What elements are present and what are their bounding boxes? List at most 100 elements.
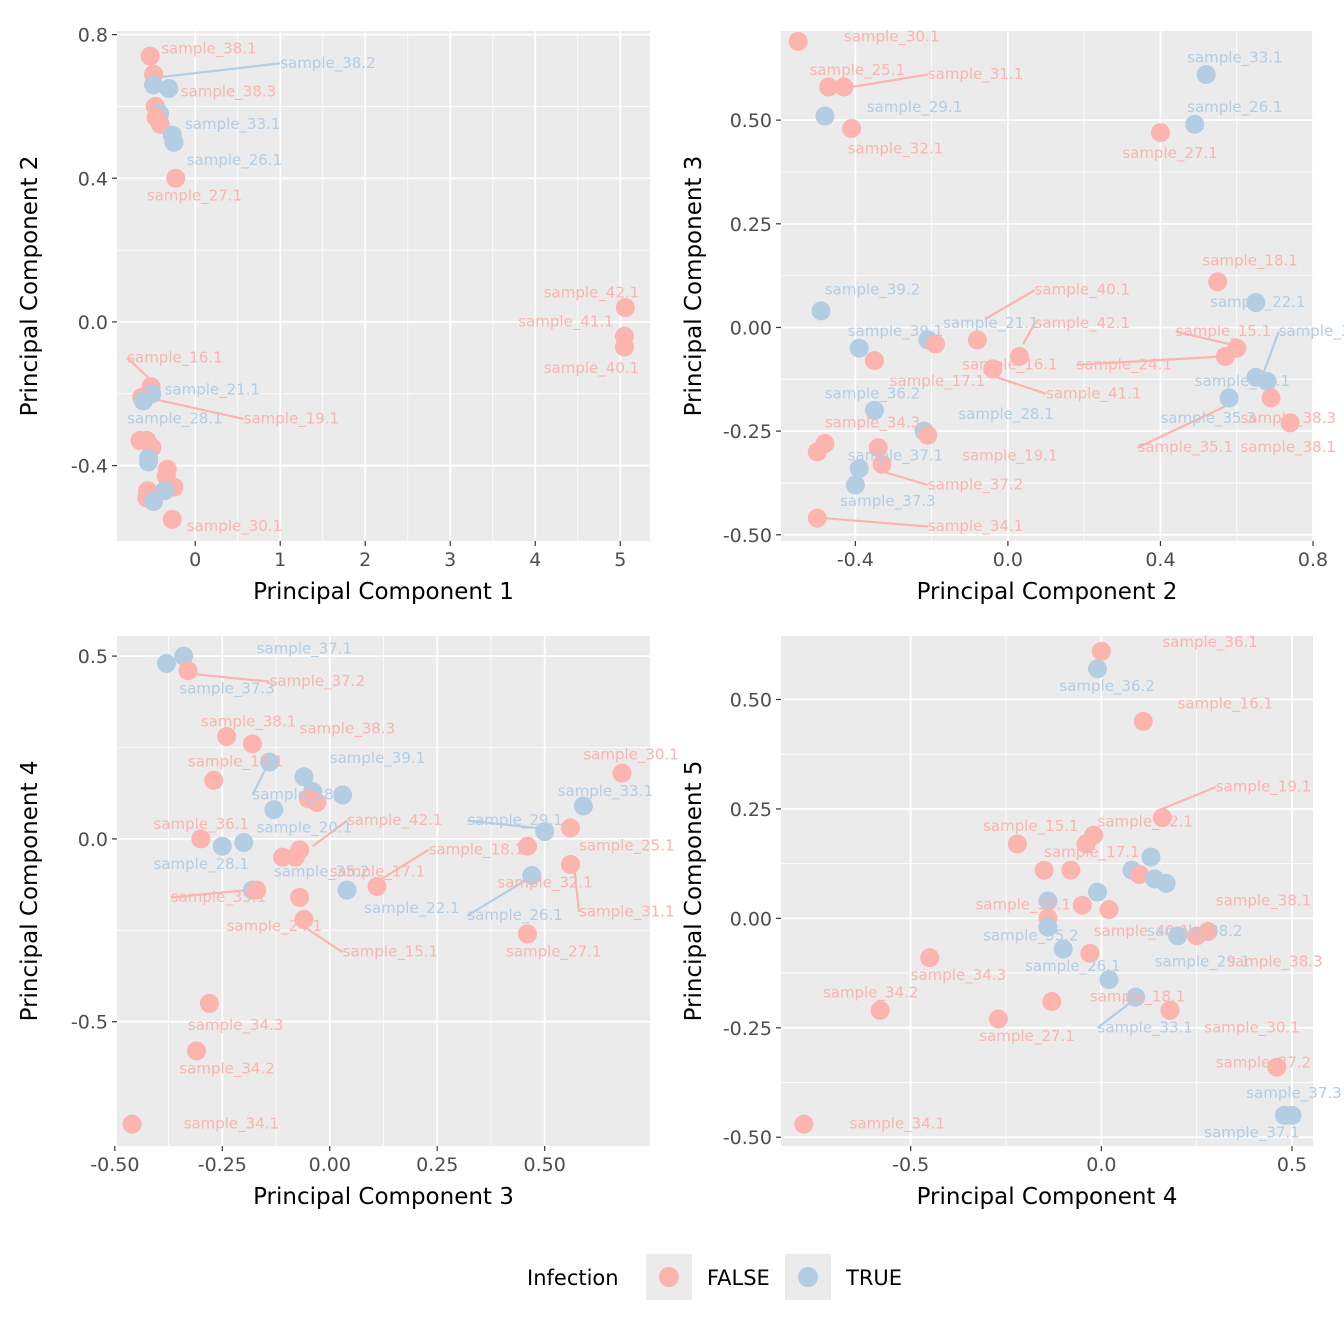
data-point-true (164, 132, 184, 152)
point-label-sample-33-1: sample_33.1 (558, 782, 653, 801)
point-label-sample-16-1: sample_16.1 (127, 348, 222, 367)
legend-key-false-swatch (659, 1267, 679, 1287)
data-point-false (870, 1000, 890, 1020)
x-axis-title: Principal Component 4 (917, 1184, 1178, 1210)
data-point-true (864, 400, 884, 420)
point-label-sample-32-1: sample_32.1 (1098, 813, 1193, 832)
data-point-true (1141, 847, 1161, 867)
point-label-sample-21-1: sample_21.1 (165, 381, 260, 400)
label-leader-line (311, 819, 348, 848)
data-point-true (337, 880, 357, 900)
data-point-true (815, 106, 835, 126)
data-point-false (834, 77, 854, 97)
point-label-sample-42-1: sample_42.1 (347, 811, 442, 830)
data-point-false (187, 1041, 207, 1061)
point-label-sample-37-3: sample_37.3 (840, 492, 935, 511)
data-point-false (140, 46, 160, 66)
y-axis-title: Principal Component 5 (681, 761, 707, 1022)
point-label-sample-29-1: sample_29.1 (1155, 953, 1250, 972)
data-point-true (159, 78, 179, 98)
data-point-false (872, 454, 892, 474)
data-point-true (234, 833, 254, 853)
data-point-true (133, 391, 153, 411)
point-label-sample-34-1: sample_34.1 (184, 1115, 279, 1134)
x-tick-label: -0.50 (90, 1154, 139, 1176)
point-label-sample-34-3: sample_34.3 (911, 966, 1006, 985)
data-point-false (864, 351, 884, 371)
data-point-true (1196, 65, 1216, 85)
label-leader-line (467, 819, 537, 830)
data-point-false (1007, 834, 1027, 854)
point-label-sample-38-1: sample_38.1 (1216, 891, 1311, 910)
data-point-true (845, 475, 865, 495)
point-label-sample-24-1: sample_24.1 (227, 917, 322, 936)
point-label-sample-31-1: sample_31.1 (579, 903, 674, 922)
x-axis-title: Principal Component 2 (917, 579, 1178, 605)
label-leader-line (1137, 405, 1226, 449)
point-label-sample-22-1: sample_22.1 (364, 899, 459, 918)
x-tick-label: 0.4 (1145, 549, 1175, 571)
point-label-sample-38-3: sample_38.3 (1241, 409, 1336, 428)
data-point-false (122, 1114, 142, 1134)
point-label-sample-27-1: sample_27.1 (979, 1027, 1074, 1046)
y-tick-label: 0.0 (78, 829, 108, 851)
data-point-true (535, 822, 555, 842)
point-label-sample-18-1: sample_18.1 (1090, 988, 1185, 1007)
data-point-false (967, 330, 987, 350)
point-label-sample-38-3: sample_38.3 (1227, 953, 1322, 972)
scatter-panel-pc3-pc4: -0.50 -0.25 0.00 0.25 0.50 -0.5 0.0 0.5 Principa… (17, 636, 679, 1210)
point-label-sample-16-1: sample_16.1 (1178, 694, 1273, 713)
y-tick-label: -0.4 (71, 456, 108, 478)
point-label-sample-37-2: sample_37.2 (270, 672, 365, 691)
data-point-false (290, 840, 310, 860)
point-label-sample-18-1: sample_18.1 (429, 840, 524, 859)
point-label-sample-33-1: sample_33.1 (185, 115, 280, 134)
label-leader-line (196, 673, 270, 683)
point-label-sample-17-1: sample_17.1 (1044, 843, 1139, 862)
x-tick-label: 0.00 (309, 1154, 351, 1176)
label-leader-line (251, 768, 267, 796)
data-point-false (217, 727, 237, 747)
label-leader-line (984, 289, 1036, 321)
data-point-true (849, 458, 869, 478)
point-label-sample-26-1: sample_26.1 (1025, 957, 1120, 976)
scatter-panel-pc2-pc3: -0.4 0.0 0.4 0.8 -0.50 -0.25 0.00 0.25 0.50 Princ… (681, 28, 1344, 605)
x-tick-label: 5 (614, 549, 626, 571)
label-leader-line (1022, 322, 1036, 345)
data-point-false (307, 792, 327, 812)
point-label-sample-35-1: sample_35.1 (975, 896, 1070, 915)
data-point-true (1246, 293, 1266, 313)
point-label-sample-20-1: sample_20.1 (1195, 372, 1290, 391)
data-point-true (264, 800, 284, 820)
label-leader-line (1262, 331, 1280, 374)
data-point-false (1084, 825, 1104, 845)
data-point-false (162, 509, 182, 529)
point-label-sample-41-1: sample_41.1 (1046, 384, 1141, 403)
data-point-false (560, 818, 580, 838)
data-point-false (242, 734, 262, 754)
point-label-sample-27-1: sample_27.1 (1122, 144, 1217, 163)
point-label-sample-42-1: sample_42.1 (544, 284, 639, 303)
data-point-true (1088, 659, 1108, 679)
label-leader-line (885, 471, 929, 487)
point-label-sample-38-3: sample_38.3 (300, 720, 395, 739)
data-point-false (1091, 641, 1111, 661)
point-label-sample-38-2: sample_38.2 (1147, 922, 1242, 941)
point-label-sample-24-1: sample_24.1 (1077, 355, 1172, 374)
point-label-sample-29-1: sample_29.1 (467, 811, 562, 830)
point-label-sample-28-1: sample_28.1 (127, 409, 222, 428)
point-label-sample-34-2: sample_34.2 (823, 983, 918, 1002)
point-label-sample-30-1: sample_30.1 (187, 517, 282, 536)
label-leader-line (1175, 330, 1230, 346)
data-point-false (842, 118, 862, 138)
label-leader-line (466, 878, 529, 917)
data-point-false (918, 425, 938, 445)
panel-background (781, 636, 1313, 1146)
data-point-false (1208, 272, 1228, 292)
point-label-sample-37-1: sample_37.1 (257, 639, 352, 658)
data-point-false (1187, 926, 1207, 946)
point-label-sample-37-1: sample_37.1 (848, 447, 943, 466)
label-leader-line (1076, 355, 1222, 366)
data-point-false (920, 948, 940, 968)
